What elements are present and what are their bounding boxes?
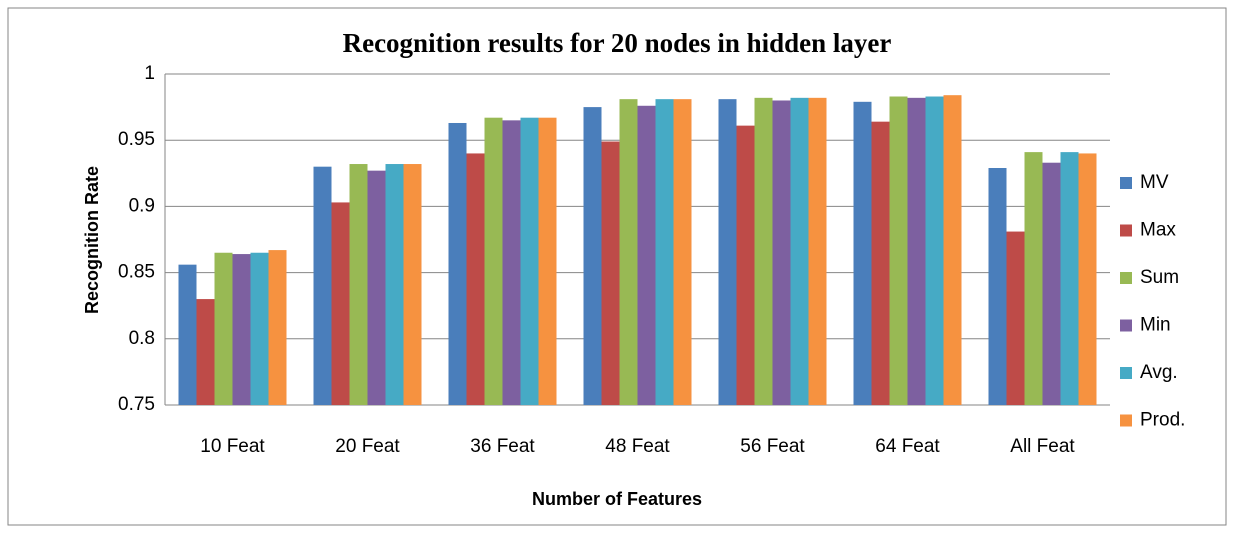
bar (583, 107, 602, 405)
legend-swatch (1120, 414, 1132, 427)
x-tick-label: 20 Feat (335, 436, 400, 457)
legend-label: Max (1140, 220, 1176, 241)
legend-label: Min (1140, 315, 1171, 336)
bar (313, 166, 332, 405)
x-tick-label: 48 Feat (605, 436, 670, 457)
y-axis-label: Recognition Rate (82, 166, 102, 314)
x-tick-label: 64 Feat (875, 436, 940, 457)
bar (367, 170, 386, 405)
bar (520, 117, 539, 405)
legend-swatch (1120, 272, 1132, 284)
x-tick-label: 36 Feat (470, 436, 535, 457)
bar (1024, 152, 1043, 405)
bar (655, 99, 674, 405)
bar (1006, 231, 1025, 405)
bar (943, 95, 962, 406)
y-tick-label: 0.95 (118, 129, 155, 150)
bar (925, 96, 944, 406)
bar (232, 254, 251, 405)
y-tick-label: 1 (144, 63, 155, 84)
bar (718, 99, 737, 405)
bar (385, 164, 404, 405)
bar (619, 99, 638, 405)
y-tick-label: 0.8 (129, 328, 155, 349)
bar (448, 122, 467, 405)
bar (331, 202, 350, 405)
bar (772, 100, 791, 405)
bar (790, 97, 809, 405)
x-tick-label: 56 Feat (740, 436, 805, 457)
bar (403, 164, 422, 405)
bar (637, 105, 656, 405)
bar (853, 101, 872, 405)
y-tick-label: 0.9 (129, 195, 155, 216)
bar (808, 97, 827, 405)
x-tick-label: 10 Feat (200, 436, 265, 457)
bar (349, 164, 368, 405)
y-tick-label: 0.75 (118, 394, 155, 415)
bar (268, 250, 287, 405)
bar (196, 299, 215, 405)
bar (736, 125, 755, 406)
bar (1060, 152, 1079, 405)
legend-label: Sum (1140, 267, 1179, 288)
bar (466, 153, 485, 405)
x-axis-label: Number of Features (532, 489, 702, 509)
bar (250, 252, 269, 405)
x-tick-label: All Feat (1010, 436, 1075, 457)
bar (871, 121, 890, 405)
bar (178, 264, 197, 405)
bar (214, 252, 233, 405)
bar (484, 117, 503, 405)
legend-swatch (1120, 319, 1132, 332)
bar (988, 168, 1007, 405)
legend-label: Avg. (1140, 362, 1178, 383)
legend-swatch (1120, 367, 1132, 379)
bar (754, 97, 773, 405)
legend-label: MV (1140, 172, 1169, 193)
legend-swatch (1120, 224, 1132, 237)
bar (1078, 153, 1097, 405)
y-tick-label: 0.85 (118, 262, 155, 283)
legend-label: Prod. (1140, 410, 1185, 431)
bar (889, 96, 908, 406)
bar (673, 99, 692, 405)
bar (601, 141, 620, 406)
bar (502, 120, 521, 405)
bar (538, 117, 557, 405)
bar (1042, 162, 1061, 405)
bar (907, 97, 926, 405)
legend-swatch (1120, 177, 1132, 189)
chart-title: Recognition results for 20 nodes in hidd… (343, 28, 892, 58)
